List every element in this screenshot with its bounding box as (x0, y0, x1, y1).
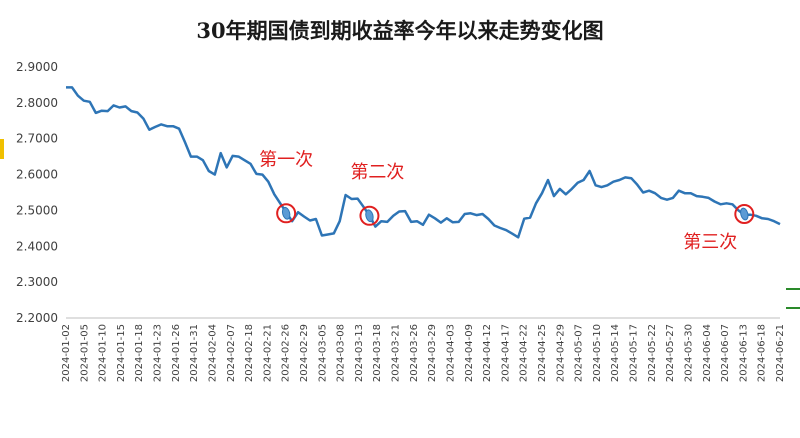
y-tick-label: 2.3000 (16, 275, 58, 289)
annotation-label: 第一次 (259, 149, 313, 170)
annotation-marker (740, 207, 749, 221)
y-tick-label: 2.6000 (16, 168, 58, 182)
x-tick-label: 2024-02-04 (207, 324, 218, 382)
annotation-circle (276, 203, 297, 224)
x-tick-label: 2024-05-27 (665, 324, 676, 382)
x-tick-label: 2024-04-09 (464, 324, 475, 382)
x-tick-label: 2024-02-21 (262, 324, 273, 382)
x-tick-label: 2024-04-29 (555, 324, 566, 382)
annotation-circle (359, 205, 380, 226)
x-tick-label: 2024-02-26 (281, 324, 292, 382)
x-tick-label: 2024-03-21 (391, 324, 402, 382)
annotation-circle (734, 204, 755, 225)
x-tick-label: 2024-05-14 (610, 324, 621, 382)
x-tick-label: 2024-06-07 (720, 324, 731, 382)
x-tick-label: 2024-03-13 (354, 324, 365, 382)
x-tick-label: 2024-03-08 (336, 324, 347, 382)
x-tick-label: 2024-05-10 (592, 324, 603, 382)
series-line (66, 86, 781, 239)
y-tick-label: 2.8000 (16, 96, 58, 110)
x-tick-label: 2024-02-07 (226, 324, 237, 382)
x-tick-label: 2024-04-17 (500, 324, 511, 382)
x-tick-label: 2024-01-23 (153, 324, 164, 382)
x-tick-label: 2024-06-04 (702, 324, 713, 382)
annotation-label: 第三次 (683, 232, 737, 253)
x-tick-label: 2024-06-21 (775, 324, 786, 382)
x-tick-label: 2024-04-12 (482, 324, 493, 382)
x-tick-label: 2024-01-18 (134, 324, 145, 382)
x-tick-label: 2024-05-30 (683, 324, 694, 382)
x-tick-label: 2024-01-02 (61, 324, 72, 382)
x-tick-label: 2024-04-22 (519, 324, 530, 382)
x-tick-label: 2024-01-15 (116, 324, 127, 382)
x-tick-label: 2024-01-26 (171, 324, 182, 382)
x-tick-label: 2024-03-18 (372, 324, 383, 382)
right-edge-marker-top (786, 288, 800, 290)
x-tick-label: 2024-03-26 (409, 324, 420, 382)
chart-title: 30年期国债到期收益率今年以来走势变化图 (196, 18, 603, 43)
annotation-marker (365, 209, 374, 223)
right-edge-marker-bottom (786, 307, 800, 309)
x-tick-label: 2024-04-03 (445, 324, 456, 382)
y-axis-tick-labels: 2.9000 2.8000 2.7000 2.6000 2.5000 2.4000 2.30… (16, 60, 58, 325)
x-tick-label: 2024-06-18 (757, 324, 768, 382)
x-tick-label: 2024-01-10 (98, 324, 109, 382)
x-tick-label: 2024-04-25 (537, 324, 548, 382)
y-tick-label: 2.5000 (16, 203, 58, 217)
annotation-label: 第二次 (350, 162, 404, 183)
x-axis-tick-labels: 2024-01-02 2024-01-05 2024-01-10 2024-01-15… (61, 324, 786, 382)
y-tick-label: 2.4000 (16, 239, 58, 253)
x-tick-label: 2024-05-07 (574, 324, 585, 382)
x-tick-label: 2024-02-18 (244, 324, 255, 382)
x-tick-label: 2024-01-31 (189, 324, 200, 382)
x-tick-label: 2024-06-13 (738, 324, 749, 382)
y-tick-label: 2.9000 (16, 60, 58, 74)
series-group (66, 86, 781, 239)
x-tick-label: 2024-02-29 (299, 324, 310, 382)
y-tick-label: 2.7000 (16, 132, 58, 146)
annotation-marker (281, 206, 291, 220)
x-tick-label: 2024-05-22 (647, 324, 658, 382)
left-edge-marker (0, 139, 4, 159)
y-tick-label: 2.2000 (16, 311, 58, 325)
x-tick-label: 2024-03-29 (427, 324, 438, 382)
x-tick-label: 2024-05-17 (629, 324, 640, 382)
x-tick-label: 2024-01-05 (79, 324, 90, 382)
x-tick-label: 2024-03-05 (317, 324, 328, 382)
